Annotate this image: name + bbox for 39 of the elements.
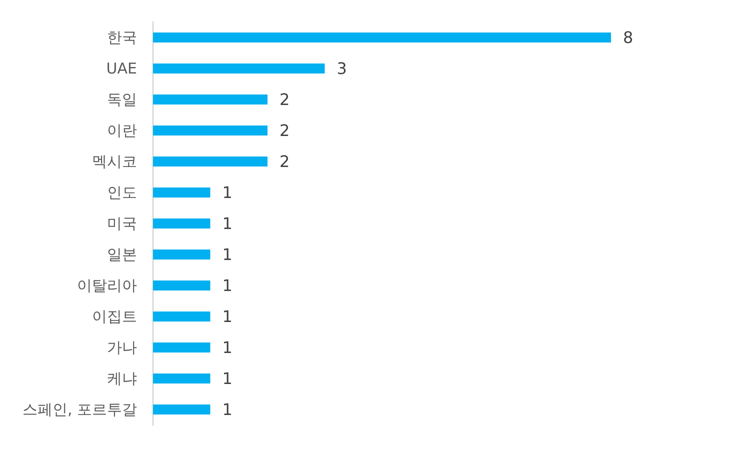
data-label: 2 <box>280 152 290 171</box>
y-tick-label: 이탈리아 <box>77 276 137 294</box>
data-label: 3 <box>336 59 347 78</box>
data-label: 2 <box>280 90 290 109</box>
data-label: 1 <box>222 307 232 326</box>
bar <box>153 188 210 198</box>
y-tick-label: 가나 <box>107 338 137 356</box>
bar <box>153 404 210 414</box>
data-label: 1 <box>222 183 232 202</box>
y-tick-label: 이집트 <box>92 308 137 326</box>
bar <box>153 94 268 104</box>
bar <box>153 312 210 322</box>
y-tick-label: 미국 <box>107 214 137 232</box>
bar <box>153 156 268 166</box>
y-tick-label: 이란 <box>107 122 137 140</box>
y-tick-label: 스페인, 포르투갈 <box>22 400 137 418</box>
y-tick-label: 멕시코 <box>92 152 137 170</box>
bar <box>153 280 210 290</box>
data-label: 8 <box>623 28 634 47</box>
y-tick-label: 독일 <box>107 90 137 108</box>
bar <box>153 374 210 384</box>
bar <box>153 218 210 228</box>
y-tick-label: 케냐 <box>107 370 137 388</box>
data-label: 1 <box>222 338 232 357</box>
y-tick-label: 한국 <box>107 28 137 46</box>
data-label: 1 <box>222 276 232 295</box>
data-label: 1 <box>222 400 232 419</box>
bar <box>153 64 325 74</box>
bar <box>153 126 268 136</box>
bar <box>153 32 611 42</box>
data-label: 1 <box>222 214 232 233</box>
y-tick-label: 일본 <box>107 246 137 264</box>
bar <box>153 342 210 352</box>
data-label: 1 <box>222 369 232 388</box>
data-label: 1 <box>222 245 232 264</box>
y-tick-label: 인도 <box>107 184 137 202</box>
bar <box>153 250 210 260</box>
data-label: 2 <box>280 121 290 140</box>
y-tick-label: UAE <box>106 60 137 78</box>
